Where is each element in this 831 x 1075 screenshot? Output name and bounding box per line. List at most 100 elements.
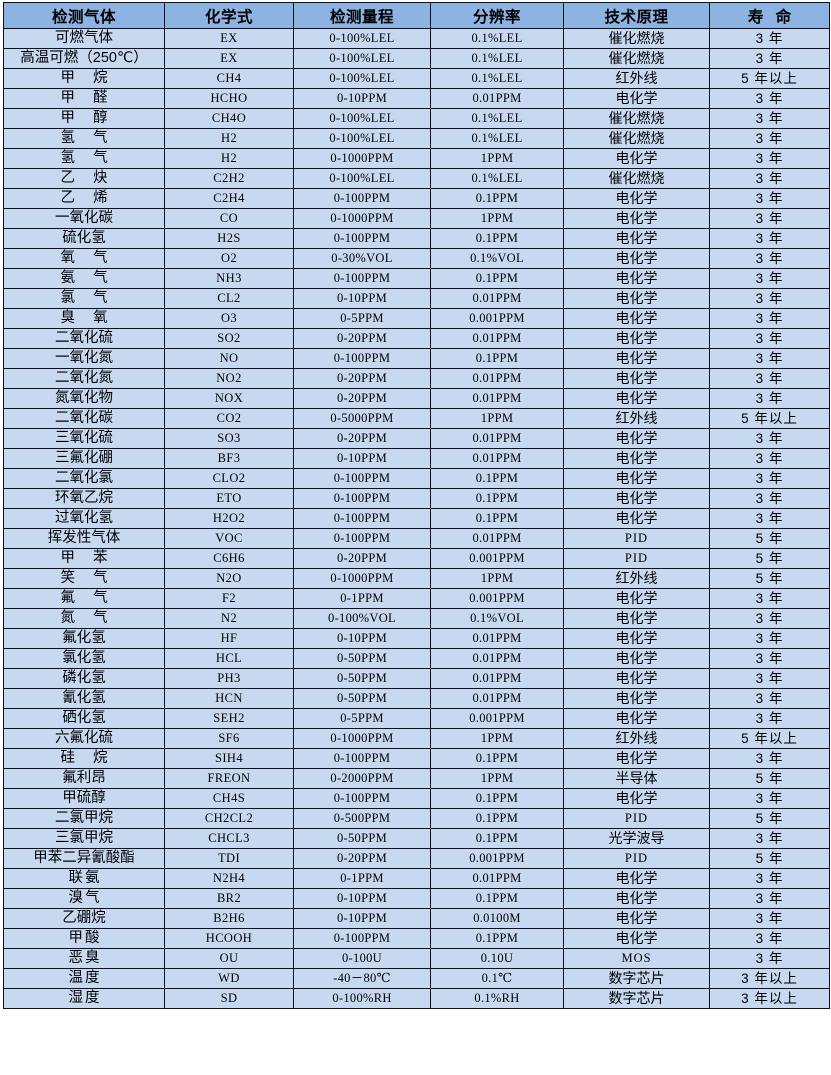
- cell-technology: 电化学: [563, 268, 710, 289]
- cell-resolution: 0.01PPM: [430, 648, 564, 669]
- cell-gas-name: 甲 苯: [3, 548, 165, 569]
- cell-technology: 电化学: [563, 648, 710, 669]
- cell-chemical-formula: TDI: [164, 848, 294, 869]
- cell-detection-range: 0-20PPM: [293, 548, 431, 569]
- column-header-resolution: 分辨率: [430, 2, 564, 29]
- cell-resolution: 0.1%LEL: [430, 48, 564, 69]
- cell-lifespan: 3 年: [709, 168, 830, 189]
- cell-technology: 数字芯片: [563, 988, 710, 1009]
- cell-detection-range: 0-5000PPM: [293, 408, 431, 429]
- cell-gas-name: 甲 醛: [3, 88, 165, 109]
- cell-lifespan: 3 年: [709, 148, 830, 169]
- cell-chemical-formula: OU: [164, 948, 294, 969]
- cell-gas-name: 硅 烷: [3, 748, 165, 769]
- cell-lifespan: 3 年: [709, 248, 830, 269]
- cell-lifespan: 3 年: [709, 628, 830, 649]
- cell-chemical-formula: CO2: [164, 408, 294, 429]
- table-row: 恶臭 OU 0-100U 0.10U MOS 3 年: [3, 948, 830, 969]
- cell-detection-range: 0-10PPM: [293, 288, 431, 309]
- cell-gas-name: 氟 气: [3, 588, 165, 609]
- cell-gas-name: 三氯甲烷: [3, 828, 165, 849]
- table-row: 氟 气 F2 0-1PPM 0.001PPM 电化学 3 年: [3, 588, 830, 609]
- cell-detection-range: 0-100PPM: [293, 528, 431, 549]
- table-row: 氟化氢 HF 0-10PPM 0.01PPM 电化学 3 年: [3, 628, 830, 649]
- cell-chemical-formula: HCOOH: [164, 928, 294, 949]
- cell-technology: 电化学: [563, 868, 710, 889]
- cell-lifespan: 3 年: [709, 508, 830, 529]
- cell-resolution: 0.1PPM: [430, 488, 564, 509]
- cell-resolution: 0.1%VOL: [430, 608, 564, 629]
- cell-chemical-formula: HCN: [164, 688, 294, 709]
- cell-technology: PID: [563, 808, 710, 829]
- cell-chemical-formula: FREON: [164, 768, 294, 789]
- cell-resolution: 0.1%VOL: [430, 248, 564, 269]
- cell-chemical-formula: VOC: [164, 528, 294, 549]
- cell-chemical-formula: CH2CL2: [164, 808, 294, 829]
- cell-technology: 电化学: [563, 448, 710, 469]
- cell-lifespan: 3 年: [709, 648, 830, 669]
- cell-gas-name: 氮氧化物: [3, 388, 165, 409]
- cell-chemical-formula: O2: [164, 248, 294, 269]
- cell-chemical-formula: SD: [164, 988, 294, 1009]
- cell-lifespan: 3 年: [709, 888, 830, 909]
- cell-detection-range: 0-500PPM: [293, 808, 431, 829]
- cell-gas-name: 磷化氢: [3, 668, 165, 689]
- cell-gas-name: 一氧化碳: [3, 208, 165, 229]
- cell-technology: 光学波导: [563, 828, 710, 849]
- cell-gas-name: 臭 氧: [3, 308, 165, 329]
- table-row: 氮 气 N2 0-100%VOL 0.1%VOL 电化学 3 年: [3, 608, 830, 629]
- cell-lifespan: 3 年: [709, 908, 830, 929]
- cell-detection-range: 0-100%LEL: [293, 28, 431, 49]
- cell-resolution: 0.1%LEL: [430, 168, 564, 189]
- table-row: 氯 气 CL2 0-10PPM 0.01PPM 电化学 3 年: [3, 288, 830, 309]
- cell-chemical-formula: ETO: [164, 488, 294, 509]
- cell-resolution: 0.01PPM: [430, 428, 564, 449]
- cell-lifespan: 3 年: [709, 388, 830, 409]
- column-header-formula: 化学式: [164, 2, 294, 29]
- cell-technology: 电化学: [563, 748, 710, 769]
- cell-resolution: 0.1%LEL: [430, 108, 564, 129]
- table-row: 氯化氢 HCL 0-50PPM 0.01PPM 电化学 3 年: [3, 648, 830, 669]
- cell-resolution: 0.1%LEL: [430, 128, 564, 149]
- cell-detection-range: 0-100PPM: [293, 748, 431, 769]
- cell-technology: 电化学: [563, 928, 710, 949]
- table-row: 三氯甲烷 CHCL3 0-50PPM 0.1PPM 光学波导 3 年: [3, 828, 830, 849]
- cell-chemical-formula: BR2: [164, 888, 294, 909]
- table-row: 六氟化硫 SF6 0-1000PPM 1PPM 红外线 5 年以上: [3, 728, 830, 749]
- cell-technology: 红外线: [563, 408, 710, 429]
- cell-detection-range: 0-100PPM: [293, 928, 431, 949]
- table-row: 磷化氢 PH3 0-50PPM 0.01PPM 电化学 3 年: [3, 668, 830, 689]
- cell-detection-range: -40－80℃: [293, 968, 431, 989]
- cell-chemical-formula: HF: [164, 628, 294, 649]
- cell-resolution: 0.1PPM: [430, 748, 564, 769]
- cell-gas-name: 乙 炔: [3, 168, 165, 189]
- cell-resolution: 0.01PPM: [430, 368, 564, 389]
- cell-detection-range: 0-100%LEL: [293, 48, 431, 69]
- cell-gas-name: 甲 醇: [3, 108, 165, 129]
- cell-resolution: 0.01PPM: [430, 628, 564, 649]
- cell-lifespan: 5 年: [709, 768, 830, 789]
- cell-chemical-formula: H2: [164, 128, 294, 149]
- table-row: 二氧化硫 SO2 0-20PPM 0.01PPM 电化学 3 年: [3, 328, 830, 349]
- cell-technology: 电化学: [563, 668, 710, 689]
- table-row: 二氯甲烷 CH2CL2 0-500PPM 0.1PPM PID 5 年: [3, 808, 830, 829]
- cell-technology: 电化学: [563, 508, 710, 529]
- cell-gas-name: 氟化氢: [3, 628, 165, 649]
- cell-detection-range: 0-50PPM: [293, 828, 431, 849]
- cell-resolution: 0.1PPM: [430, 808, 564, 829]
- cell-detection-range: 0-50PPM: [293, 688, 431, 709]
- table-row: 甲酸 HCOOH 0-100PPM 0.1PPM 电化学 3 年: [3, 928, 830, 949]
- cell-lifespan: 3 年: [709, 328, 830, 349]
- cell-resolution: 0.001PPM: [430, 308, 564, 329]
- cell-technology: 电化学: [563, 588, 710, 609]
- cell-chemical-formula: HCL: [164, 648, 294, 669]
- cell-technology: 电化学: [563, 708, 710, 729]
- table-row: 乙硼烷 B2H6 0-10PPM 0.0100M 电化学 3 年: [3, 908, 830, 929]
- cell-detection-range: 0-100PPM: [293, 268, 431, 289]
- table-row: 甲硫醇 CH4S 0-100PPM 0.1PPM 电化学 3 年: [3, 788, 830, 809]
- cell-detection-range: 0-100PPM: [293, 348, 431, 369]
- table-row: 氟利昂 FREON 0-2000PPM 1PPM 半导体 5 年: [3, 768, 830, 789]
- cell-technology: 电化学: [563, 288, 710, 309]
- cell-chemical-formula: H2: [164, 148, 294, 169]
- cell-lifespan: 3 年: [709, 468, 830, 489]
